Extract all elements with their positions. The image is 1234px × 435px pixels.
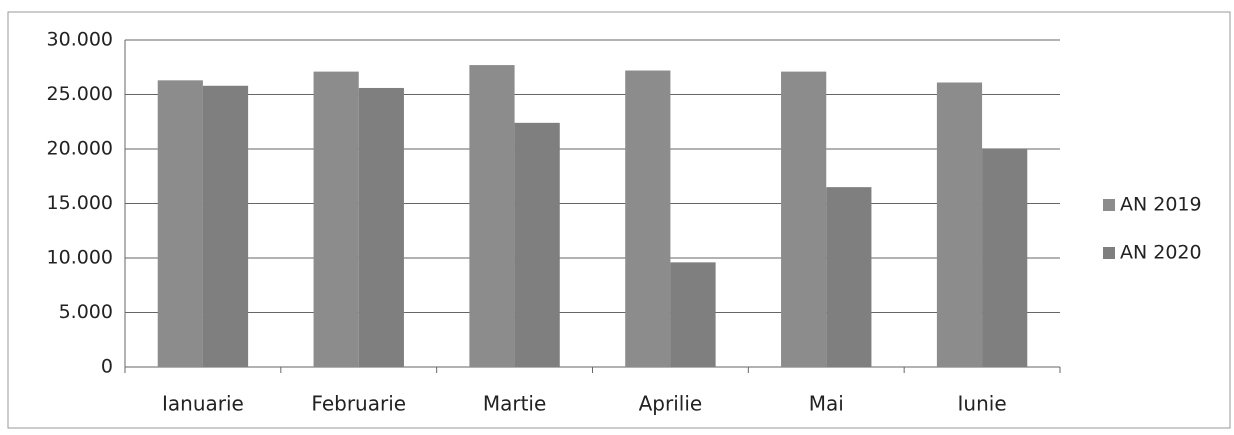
bar [781,71,827,368]
y-tick-label: 20.000 [47,138,113,160]
x-tick-label: Martie [483,392,546,416]
y-tick-label: 15.000 [47,192,113,214]
bar [358,87,404,368]
legend-swatch [1103,247,1115,259]
legend-label: AN 2020 [1120,242,1202,264]
x-tick-label: Aprilie [639,392,703,416]
bar [157,80,203,367]
bar [514,122,560,367]
bar [982,149,1028,367]
y-tick-label: 10.000 [47,247,113,269]
bar [625,70,671,368]
bar [826,187,872,367]
x-tick-label: Februarie [311,392,406,416]
legend-swatch [1103,199,1115,211]
x-tick-label: Mai [809,392,844,416]
bar [670,262,716,367]
bar [202,85,249,367]
bar [936,82,983,367]
legend-label: AN 2019 [1120,194,1202,216]
x-tick-label: Iunie [958,392,1007,416]
bar [313,71,359,368]
x-tick-label: Ianuarie [162,392,244,416]
y-tick-label: 30.000 [47,29,113,51]
bar [469,65,515,367]
y-tick-label: 25.000 [47,83,113,105]
y-tick-label: 5.000 [59,301,113,323]
y-tick-label: 0 [101,356,113,378]
